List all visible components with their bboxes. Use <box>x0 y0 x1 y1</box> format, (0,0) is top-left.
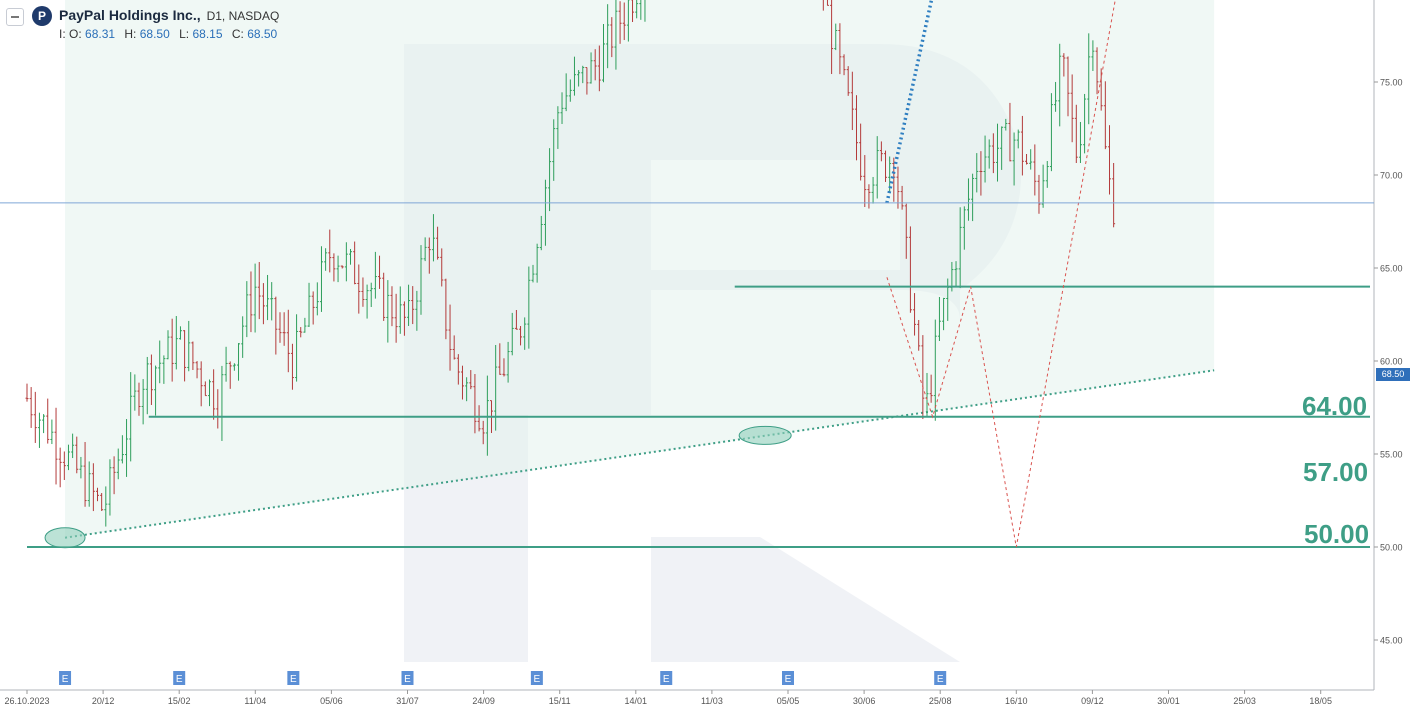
time-axis[interactable]: 26.10.2023 20/12 15/02 11/04 05/06 31/07 24/09… <box>0 689 1374 706</box>
watermark-letter-leg <box>651 537 960 662</box>
earnings-marker-label-4: E <box>534 674 541 685</box>
earnings-marker-label-1: E <box>176 674 183 685</box>
time-tick-label-12: 25/08 <box>929 696 952 706</box>
ohlc-readout: I: O: 68.31 H: 68.50 L: 68.15 C: 68.50 <box>59 27 283 41</box>
time-tick-label-16: 25/03 <box>1233 696 1256 706</box>
highlight-ellipses <box>44 425 792 549</box>
earnings-marker-3 <box>401 671 414 685</box>
earnings-marker-label-7: E <box>937 674 944 685</box>
earnings-marker-5 <box>660 671 673 685</box>
price-tick-label-12: 45.00 <box>1380 636 1403 646</box>
paypal-logo-icon: P <box>32 6 52 26</box>
time-tick-label-10: 05/05 <box>777 696 800 706</box>
price-tick-label-11: 50.00 <box>1380 543 1403 553</box>
ohlc-close-label: C: <box>231 27 244 41</box>
time-tick-label-17: 18/05 <box>1309 696 1332 706</box>
forecast-blue-path <box>885 0 934 204</box>
earnings-marker-label-0: E <box>62 674 69 685</box>
earnings-marker-0 <box>59 671 72 685</box>
time-tick-label-1: 20/12 <box>92 696 115 706</box>
ohlc-high-label: H: <box>124 27 137 41</box>
price-tick-label-8: 65.00 <box>1380 264 1403 274</box>
time-tick-label-5: 31/07 <box>396 696 419 706</box>
collapse-button[interactable] <box>6 8 24 26</box>
level-label-64: 64.00 <box>1302 391 1368 421</box>
level-label-57: 57.00 <box>1303 457 1369 487</box>
level-label-50: 50.00 <box>1304 519 1370 549</box>
price-tick-label-7: 70.00 <box>1380 171 1403 181</box>
ohlc-low-label: L: <box>179 27 190 41</box>
ohlc-open-label: I: O: <box>59 27 82 41</box>
time-tick-label-11: 30/06 <box>853 696 876 706</box>
price-tick-label-9: 60.00 <box>1380 357 1403 367</box>
time-tick-label-4: 05/06 <box>320 696 343 706</box>
earnings-marker-label-2: E <box>290 674 297 685</box>
time-tick-label-9: 11/03 <box>701 696 723 706</box>
highlight-ellipse-2 <box>44 527 86 549</box>
forecast-paths <box>885 0 1116 548</box>
earnings-marker-4 <box>530 671 543 685</box>
channel-fill <box>65 0 1215 538</box>
earnings-marker-6 <box>782 671 794 685</box>
channel-area <box>64 0 1215 539</box>
earnings-marker-label-3: E <box>404 674 411 685</box>
earnings-marker-2 <box>287 671 300 685</box>
time-tick-label-15: 30/01 <box>1157 696 1180 706</box>
price-tick-label-6: 75.00 <box>1380 78 1403 88</box>
time-tick-label-13: 16/10 <box>1005 696 1028 706</box>
earnings-marker-label-6: E <box>785 674 792 685</box>
time-tick-label-3: 11/04 <box>244 696 266 706</box>
support-levels <box>27 285 1370 548</box>
highlight-ellipse-1 <box>738 425 792 445</box>
earnings-marker-label-5: E <box>663 674 670 685</box>
ohlc-high-value: 68.50 <box>139 27 170 41</box>
forecast-red-path <box>886 0 1116 548</box>
last-price-badge: 68.50 <box>1376 368 1410 381</box>
time-tick-label-2: 15/02 <box>168 696 191 706</box>
instrument-title: PayPal Holdings Inc., D1, NASDAQ <box>59 7 279 23</box>
candles <box>25 0 1116 527</box>
instrument-name: PayPal Holdings Inc., <box>59 7 201 23</box>
earnings-marker-1 <box>173 671 186 685</box>
instrument-timeframe: D1, NASDAQ <box>206 9 280 23</box>
time-tick-label-6: 24/09 <box>472 696 495 706</box>
time-tick-label-8: 14/01 <box>625 696 648 706</box>
ohlc-low-value: 68.15 <box>192 27 223 41</box>
ohlc-close-value: 68.50 <box>247 27 278 41</box>
ohlc-open-value: 68.31 <box>85 27 116 41</box>
price-tick-label-10: 55.00 <box>1380 450 1403 460</box>
time-tick-label-14: 09/12 <box>1081 696 1104 706</box>
channel-lower-line <box>64 369 1215 539</box>
time-tick-label-7: 15/11 <box>549 696 571 706</box>
earnings-marker-7 <box>934 671 947 685</box>
time-tick-label-0: 26.10.2023 <box>4 696 49 706</box>
